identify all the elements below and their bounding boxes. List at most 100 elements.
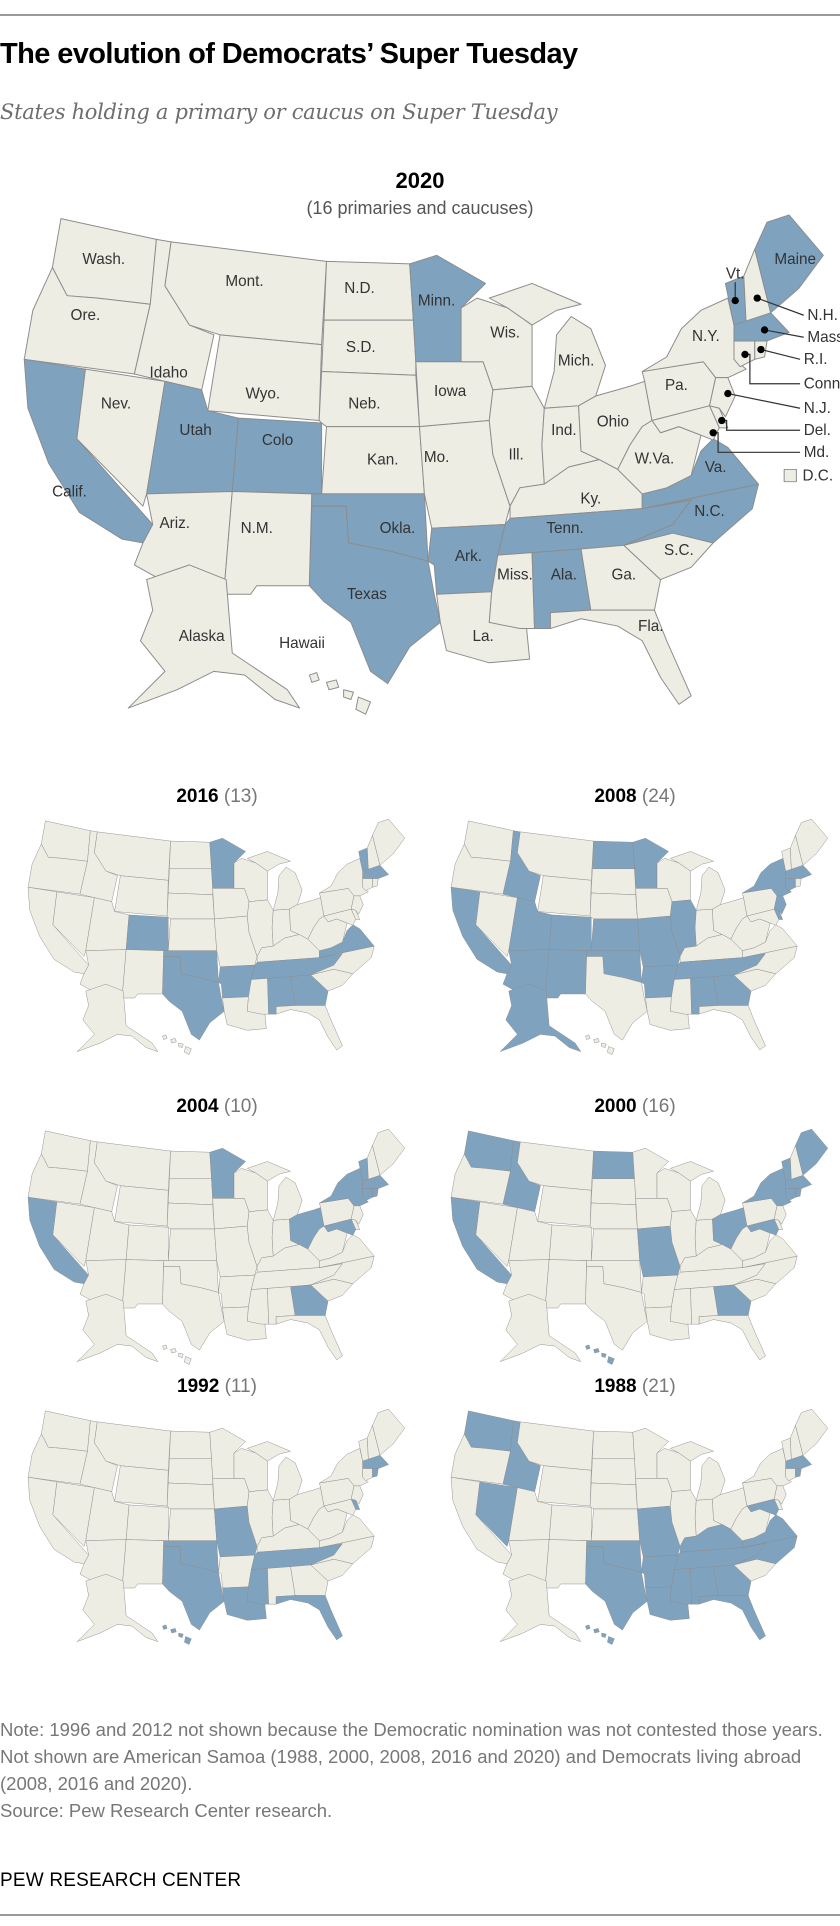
callout-label-md: Md. xyxy=(804,444,829,461)
callout-line xyxy=(760,348,801,360)
state-ms xyxy=(247,1568,269,1605)
state-mi xyxy=(670,851,714,872)
state-ct xyxy=(785,1468,796,1481)
state-hi xyxy=(585,1624,591,1630)
state-hi xyxy=(593,1038,600,1044)
state-hi xyxy=(585,1034,591,1040)
state-fl xyxy=(698,1315,766,1361)
state-ak xyxy=(127,564,301,709)
state-label-nm: N.M. xyxy=(241,520,273,537)
state-hi xyxy=(184,1046,192,1055)
map-2008 xyxy=(450,818,829,1055)
state-label-il: Ill. xyxy=(509,447,524,464)
state-nm xyxy=(121,1259,164,1309)
state-label-az: Ariz. xyxy=(159,515,190,532)
callout-dot xyxy=(760,326,769,334)
state-wy xyxy=(114,1185,169,1227)
state-ia xyxy=(635,1478,673,1510)
state-hi xyxy=(162,1034,168,1040)
state-label-id: Idaho xyxy=(150,365,188,382)
map-count: (16) xyxy=(641,1096,676,1117)
state-label-ms: Miss. xyxy=(497,567,533,584)
state-hi xyxy=(178,1352,184,1358)
state-mi xyxy=(670,1441,714,1462)
callout-label-dc: D.C. xyxy=(803,467,834,484)
map-2000 xyxy=(450,1128,829,1365)
state-label-ak: Alaska xyxy=(179,628,225,645)
state-ma xyxy=(362,1175,389,1189)
state-nm xyxy=(544,1539,587,1589)
state-fl xyxy=(275,1595,343,1641)
state-ma xyxy=(733,312,790,342)
callout-label-nh: N.H. xyxy=(807,307,838,324)
state-ak xyxy=(76,1573,159,1642)
state-nd xyxy=(169,1150,212,1179)
callout-dot xyxy=(724,389,732,398)
state-md xyxy=(323,1498,356,1516)
map-year: 2016 xyxy=(176,786,219,807)
state-label-wa: Wash. xyxy=(82,251,125,268)
state-mi xyxy=(696,1176,726,1221)
state-ne xyxy=(166,1482,215,1510)
state-label-la: La. xyxy=(473,628,494,645)
state-label-ny: N.Y. xyxy=(692,328,720,345)
state-ak xyxy=(499,1293,582,1362)
state-label-hi: Hawaii xyxy=(279,635,325,652)
state-label-fl: Fla. xyxy=(638,618,663,635)
state-nc xyxy=(733,1535,798,1566)
state-wa xyxy=(464,820,514,862)
map-year: 1992 xyxy=(177,1376,220,1397)
state-label-ok: Okla. xyxy=(380,520,416,537)
state-label-in: Ind. xyxy=(551,422,577,439)
state-ia xyxy=(212,1198,250,1230)
map-title-2004: 2004 (10) xyxy=(22,1096,412,1118)
state-sd xyxy=(168,1178,213,1205)
state-ks xyxy=(591,918,640,951)
state-ia xyxy=(635,1198,673,1230)
state-md xyxy=(651,405,720,441)
state-hi xyxy=(601,1042,607,1048)
state-label-ga: Ga. xyxy=(612,567,637,584)
state-nv xyxy=(475,1201,518,1267)
brand-logo-text: PEW RESEARCH CENTER xyxy=(0,1870,242,1891)
state-nd xyxy=(169,1430,212,1459)
state-tx xyxy=(162,1266,225,1351)
state-ia xyxy=(212,888,250,920)
callout-label-nj: N.J. xyxy=(804,400,831,417)
state-wy xyxy=(537,875,592,917)
map-title-2008: 2008 (24) xyxy=(440,786,830,808)
state-label-ia: Iowa xyxy=(434,383,467,400)
state-mi xyxy=(273,1176,303,1221)
state-label-ut: Utah xyxy=(179,422,211,439)
state-label-ky: Ky. xyxy=(580,491,601,508)
state-hi xyxy=(601,1632,607,1638)
state-nd xyxy=(592,840,635,869)
callout-dot xyxy=(709,429,717,437)
state-fl xyxy=(275,1005,343,1051)
state-hi xyxy=(343,689,354,700)
state-mi xyxy=(696,1456,726,1501)
state-md xyxy=(746,908,779,926)
state-ri xyxy=(795,1188,802,1198)
state-ks xyxy=(591,1508,640,1541)
state-label-al: Ala. xyxy=(551,567,577,584)
state-hi xyxy=(170,1628,177,1634)
callout-line xyxy=(721,419,801,431)
main-map-caption: (16 primaries and caucuses) xyxy=(306,198,534,218)
state-ma xyxy=(785,1455,812,1469)
map-count: (11) xyxy=(224,1376,257,1397)
state-ct xyxy=(362,878,373,891)
note-text: Note: 1996 and 2012 not shown because th… xyxy=(0,1719,823,1794)
state-label-pa: Pa. xyxy=(665,377,688,394)
state-nc xyxy=(733,1255,798,1286)
state-hi xyxy=(184,1636,192,1645)
state-ms xyxy=(670,1568,692,1605)
state-label-wi: Wis. xyxy=(490,324,520,341)
state-nc xyxy=(733,945,798,976)
state-fl xyxy=(275,1315,343,1361)
state-hi xyxy=(593,1628,600,1634)
state-nd xyxy=(592,1430,635,1459)
state-ks xyxy=(168,1228,217,1261)
state-hi xyxy=(178,1042,184,1048)
state-ak xyxy=(499,983,582,1052)
